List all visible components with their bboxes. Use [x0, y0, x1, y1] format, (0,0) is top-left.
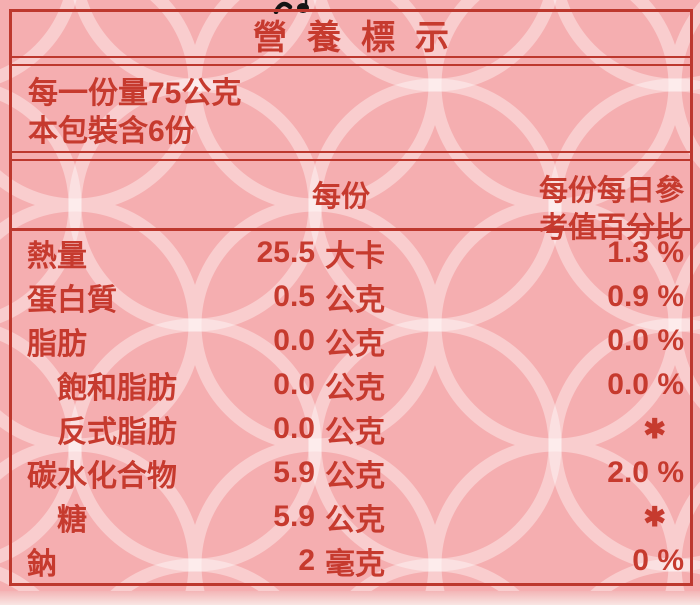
table-row-trans-fat: 反式脂肪 0.0 公克 ✱ — [12, 407, 690, 451]
nutrient-unit: 大卡 — [325, 240, 385, 274]
nutrient-name: 鈉 — [27, 548, 57, 582]
nutrient-unit: 公克 — [325, 284, 385, 318]
asterisk-marker: ✱ — [643, 413, 666, 444]
nutrient-amount: 0.5 — [273, 280, 315, 314]
daily-value-header: 每份每日參 考值百分比 — [539, 173, 684, 247]
per-serving-header: 每份 — [312, 180, 371, 213]
nutrient-amount: 5.9 — [273, 500, 315, 534]
nutrient-amount: 5.9 — [273, 456, 315, 490]
nutrient-name: 蛋白質 — [27, 284, 117, 318]
serving-size-text: 每一份量75公克 — [28, 76, 242, 110]
nutrition-label: 營養標示 每一份量75公克 本包裝含6份 每份 每份每日參 考值百分比 熱量 2… — [9, 9, 693, 586]
divider-single — [12, 228, 690, 232]
table-row-saturated-fat: 飽和脂肪 0.0 公克 0.0 % — [12, 363, 690, 407]
nutrient-amount: 0.0 — [273, 412, 315, 446]
daily-value-header-line1: 每份每日參 — [538, 174, 684, 207]
nutrient-name: 反式脂肪 — [57, 416, 177, 450]
table-row-sodium: 鈉 2 毫克 0 % — [12, 539, 690, 583]
nutrient-daily-value: 0.0 % — [607, 368, 684, 402]
nutrient-unit: 公克 — [325, 372, 385, 406]
table-row-protein: 蛋白質 0.5 公克 0.9 % — [12, 275, 690, 319]
nutrient-name: 熱量 — [27, 240, 87, 274]
table-row-calories: 熱量 25.5 大卡 1.3 % — [12, 231, 690, 275]
nutrient-unit: 公克 — [325, 460, 385, 494]
nutrient-table: 熱量 25.5 大卡 1.3 % 蛋白質 0.5 公克 0.9 % 脂肪 0.0… — [12, 231, 690, 583]
nutrient-name: 飽和脂肪 — [57, 372, 177, 406]
nutrient-unit: 公克 — [325, 504, 385, 538]
nutrient-amount: 25.5 — [256, 236, 315, 270]
nutrient-daily-value: 2.0 % — [607, 456, 684, 490]
asterisk-marker: ✱ — [643, 501, 666, 532]
nutrient-name: 碳水化合物 — [27, 460, 177, 494]
nutrient-name: 脂肪 — [27, 328, 87, 362]
nutrient-name: 糖 — [57, 504, 87, 538]
label-title-row: 營養標示 — [12, 12, 690, 57]
nutrient-amount: 0.0 — [273, 368, 315, 402]
label-bottom-edge — [0, 591, 700, 605]
nutrient-daily-value: 1.3 % — [607, 236, 684, 270]
nutrient-amount: 2 — [298, 544, 315, 578]
divider-double-top — [12, 56, 690, 66]
label-title: 營養標示 — [253, 18, 469, 57]
nutrient-unit: 毫克 — [325, 548, 385, 582]
nutrient-unit: 公克 — [325, 328, 385, 362]
divider-double-middle — [12, 150, 690, 161]
nutrient-amount: 0.0 — [273, 324, 315, 358]
serving-info: 每一份量75公克 本包裝含6份 — [12, 66, 690, 151]
nutrient-daily-value: 0.0 % — [607, 324, 684, 358]
column-headers: 每份 每份每日參 考值百分比 — [12, 161, 690, 244]
table-row-sugar: 糖 5.9 公克 ✱ — [12, 495, 690, 539]
daily-value-header-line2: 考值百分比 — [538, 211, 684, 244]
nutrient-unit: 公克 — [325, 416, 385, 450]
table-row-carbohydrate: 碳水化合物 5.9 公克 2.0 % — [12, 451, 690, 495]
servings-per-package-text: 本包裝含6份 — [28, 114, 195, 148]
nutrient-daily-value: 0 % — [632, 544, 684, 578]
nutrient-daily-value: 0.9 % — [607, 280, 684, 314]
table-row-fat: 脂肪 0.0 公克 0.0 % — [12, 319, 690, 363]
